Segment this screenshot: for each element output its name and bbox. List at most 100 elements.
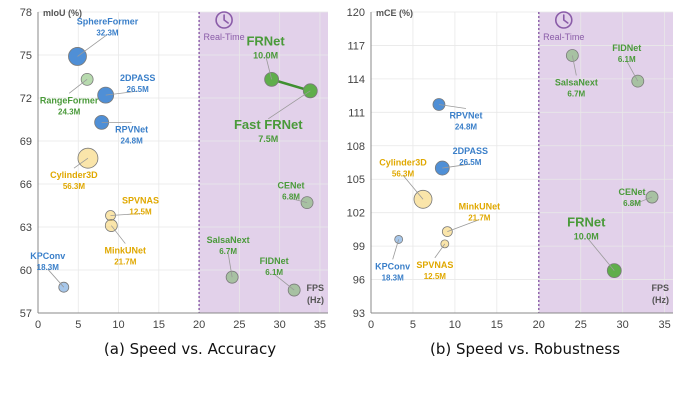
label-spvnas: SPVNAS: [416, 260, 453, 270]
params-minkunet: 21.7M: [468, 214, 491, 223]
y-tick-label: 117: [347, 40, 365, 52]
leader-line: [626, 60, 639, 82]
leader-line: [105, 90, 138, 96]
leader-line: [273, 273, 295, 291]
y-tick-label: 57: [20, 308, 32, 320]
params-rpvnet: 24.8M: [455, 123, 478, 132]
y-tick-label: 120: [347, 7, 365, 19]
leader-line: [392, 239, 400, 260]
y-tick-label: 69: [20, 136, 32, 148]
y-tick-label: 72: [20, 93, 32, 105]
params-fidnet: 6.1M: [265, 268, 283, 277]
realtime-label: Real-Time: [204, 32, 245, 42]
leader-line: [438, 104, 467, 109]
leader-line: [73, 157, 89, 169]
clock-hands: [562, 14, 569, 24]
leader-line: [227, 253, 233, 278]
leader-line: [265, 55, 272, 80]
params-frnet: 10.0M: [253, 50, 278, 60]
label-frnet: FRNet: [567, 215, 606, 230]
y-tick-label: 96: [353, 275, 365, 287]
leader-line: [77, 34, 108, 57]
label-rpvnet: RPVNet: [449, 111, 482, 121]
x-tick-label: 15: [153, 319, 165, 331]
label-salsanext: SalsaNext: [207, 235, 250, 245]
caption-speed-vs-robustness: (b) Speed vs. Robustness: [429, 340, 621, 358]
x-unit-fps: FPS: [651, 283, 669, 293]
label-minkunet: MinkUNet: [105, 246, 147, 256]
y-tick-label: 75: [20, 50, 32, 62]
params-rpvnet: 24.8M: [121, 136, 144, 145]
label-fidnet: FIDNet: [260, 256, 289, 266]
label-salsanext: SalsaNext: [555, 77, 598, 87]
params-sphereformer: 32.3M: [96, 28, 119, 37]
clock-face: [215, 11, 233, 29]
y-tick-label: 93: [353, 308, 365, 320]
x-tick-label: 30: [617, 319, 629, 331]
label-kpconv: KPConv: [375, 261, 410, 271]
params-frnet: 10.0M: [574, 232, 599, 242]
leader-line: [571, 55, 577, 76]
clock-hands: [223, 14, 229, 24]
leader-line: [585, 236, 615, 271]
leader-line: [631, 196, 653, 206]
y-axis-label: mCE (%): [376, 8, 413, 18]
x-tick-label: 20: [193, 319, 205, 331]
y-axis-label: mIoU (%): [43, 8, 82, 18]
params-cylinder3d: 56.3M: [63, 182, 86, 191]
params-2dpass: 26.5M: [127, 85, 150, 94]
params-kpconv: 18.3M: [382, 273, 405, 282]
leader-line: [290, 198, 308, 204]
x-unit-fps: FPS: [306, 283, 324, 293]
leader-line: [442, 163, 471, 169]
clock-face: [554, 11, 573, 29]
label-minkunet: MinkUNet: [459, 202, 501, 212]
y-tick-label: 66: [20, 179, 32, 191]
y-tick-label: 108: [347, 141, 365, 153]
label-kpconv: KPConv: [30, 251, 65, 261]
y-tick-label: 78: [20, 7, 32, 19]
leader-line: [110, 225, 126, 244]
y-tick-label: 111: [348, 107, 365, 119]
params-fast-frnet: 7.5M: [258, 134, 278, 144]
leader-line: [402, 175, 424, 200]
x-tick-label: 10: [112, 319, 124, 331]
params-cenet: 6.8M: [623, 199, 641, 208]
params-spvnas: 12.5M: [424, 272, 447, 281]
leader-line: [268, 90, 311, 120]
label-2dpass: 2DPASS: [453, 146, 488, 156]
params-cylinder3d: 56.3M: [392, 169, 415, 178]
y-tick-label: 60: [20, 265, 32, 277]
params-spvnas: 12.5M: [129, 208, 152, 217]
realtime-region: [199, 12, 328, 313]
label-frnet: FRNet: [246, 33, 285, 48]
y-tick-label: 99: [353, 241, 365, 253]
realtime-label: Real-Time: [543, 32, 584, 42]
label-sphereformer: SphereFormer: [77, 16, 139, 26]
clock-icon: [215, 11, 233, 29]
x-tick-label: 35: [658, 319, 670, 331]
params-minkunet: 21.7M: [114, 258, 137, 267]
label-cenet: CENet: [619, 187, 646, 197]
params-2dpass: 26.5M: [459, 158, 482, 167]
y-tick-label: 63: [20, 222, 32, 234]
leader-line: [447, 219, 480, 232]
chart-speed-vs-accuracy: 57 60 63 66 69 72 75 78 0 5 10 15 20 25 30 35 mIoU (%) FP…: [20, 7, 328, 331]
caption-speed-vs-accuracy: (a) Speed vs. Accuracy: [103, 340, 277, 358]
x-unit-hz: (Hz): [307, 295, 324, 305]
label-cylinder3d: Cylinder3D: [50, 170, 98, 180]
leader-line: [68, 79, 88, 94]
label-spvnas: SPVNAS: [122, 196, 159, 206]
clock-icon: [554, 11, 573, 29]
x-tick-label: 5: [410, 319, 416, 331]
leader-line: [47, 268, 65, 288]
leader-line: [110, 213, 141, 216]
chart-speed-vs-robustness: 93 96 99 102 105 108 111 114 117 120 0 5 10 15 20 25 30 3…: [347, 7, 673, 331]
params-cenet: 6.8M: [282, 193, 300, 202]
x-tick-label: 20: [533, 319, 545, 331]
x-tick-label: 35: [314, 319, 326, 331]
params-salsanext: 6.7M: [567, 89, 585, 98]
label-rangeformer: RangeFormer: [40, 95, 99, 105]
leader-line: [434, 243, 446, 259]
